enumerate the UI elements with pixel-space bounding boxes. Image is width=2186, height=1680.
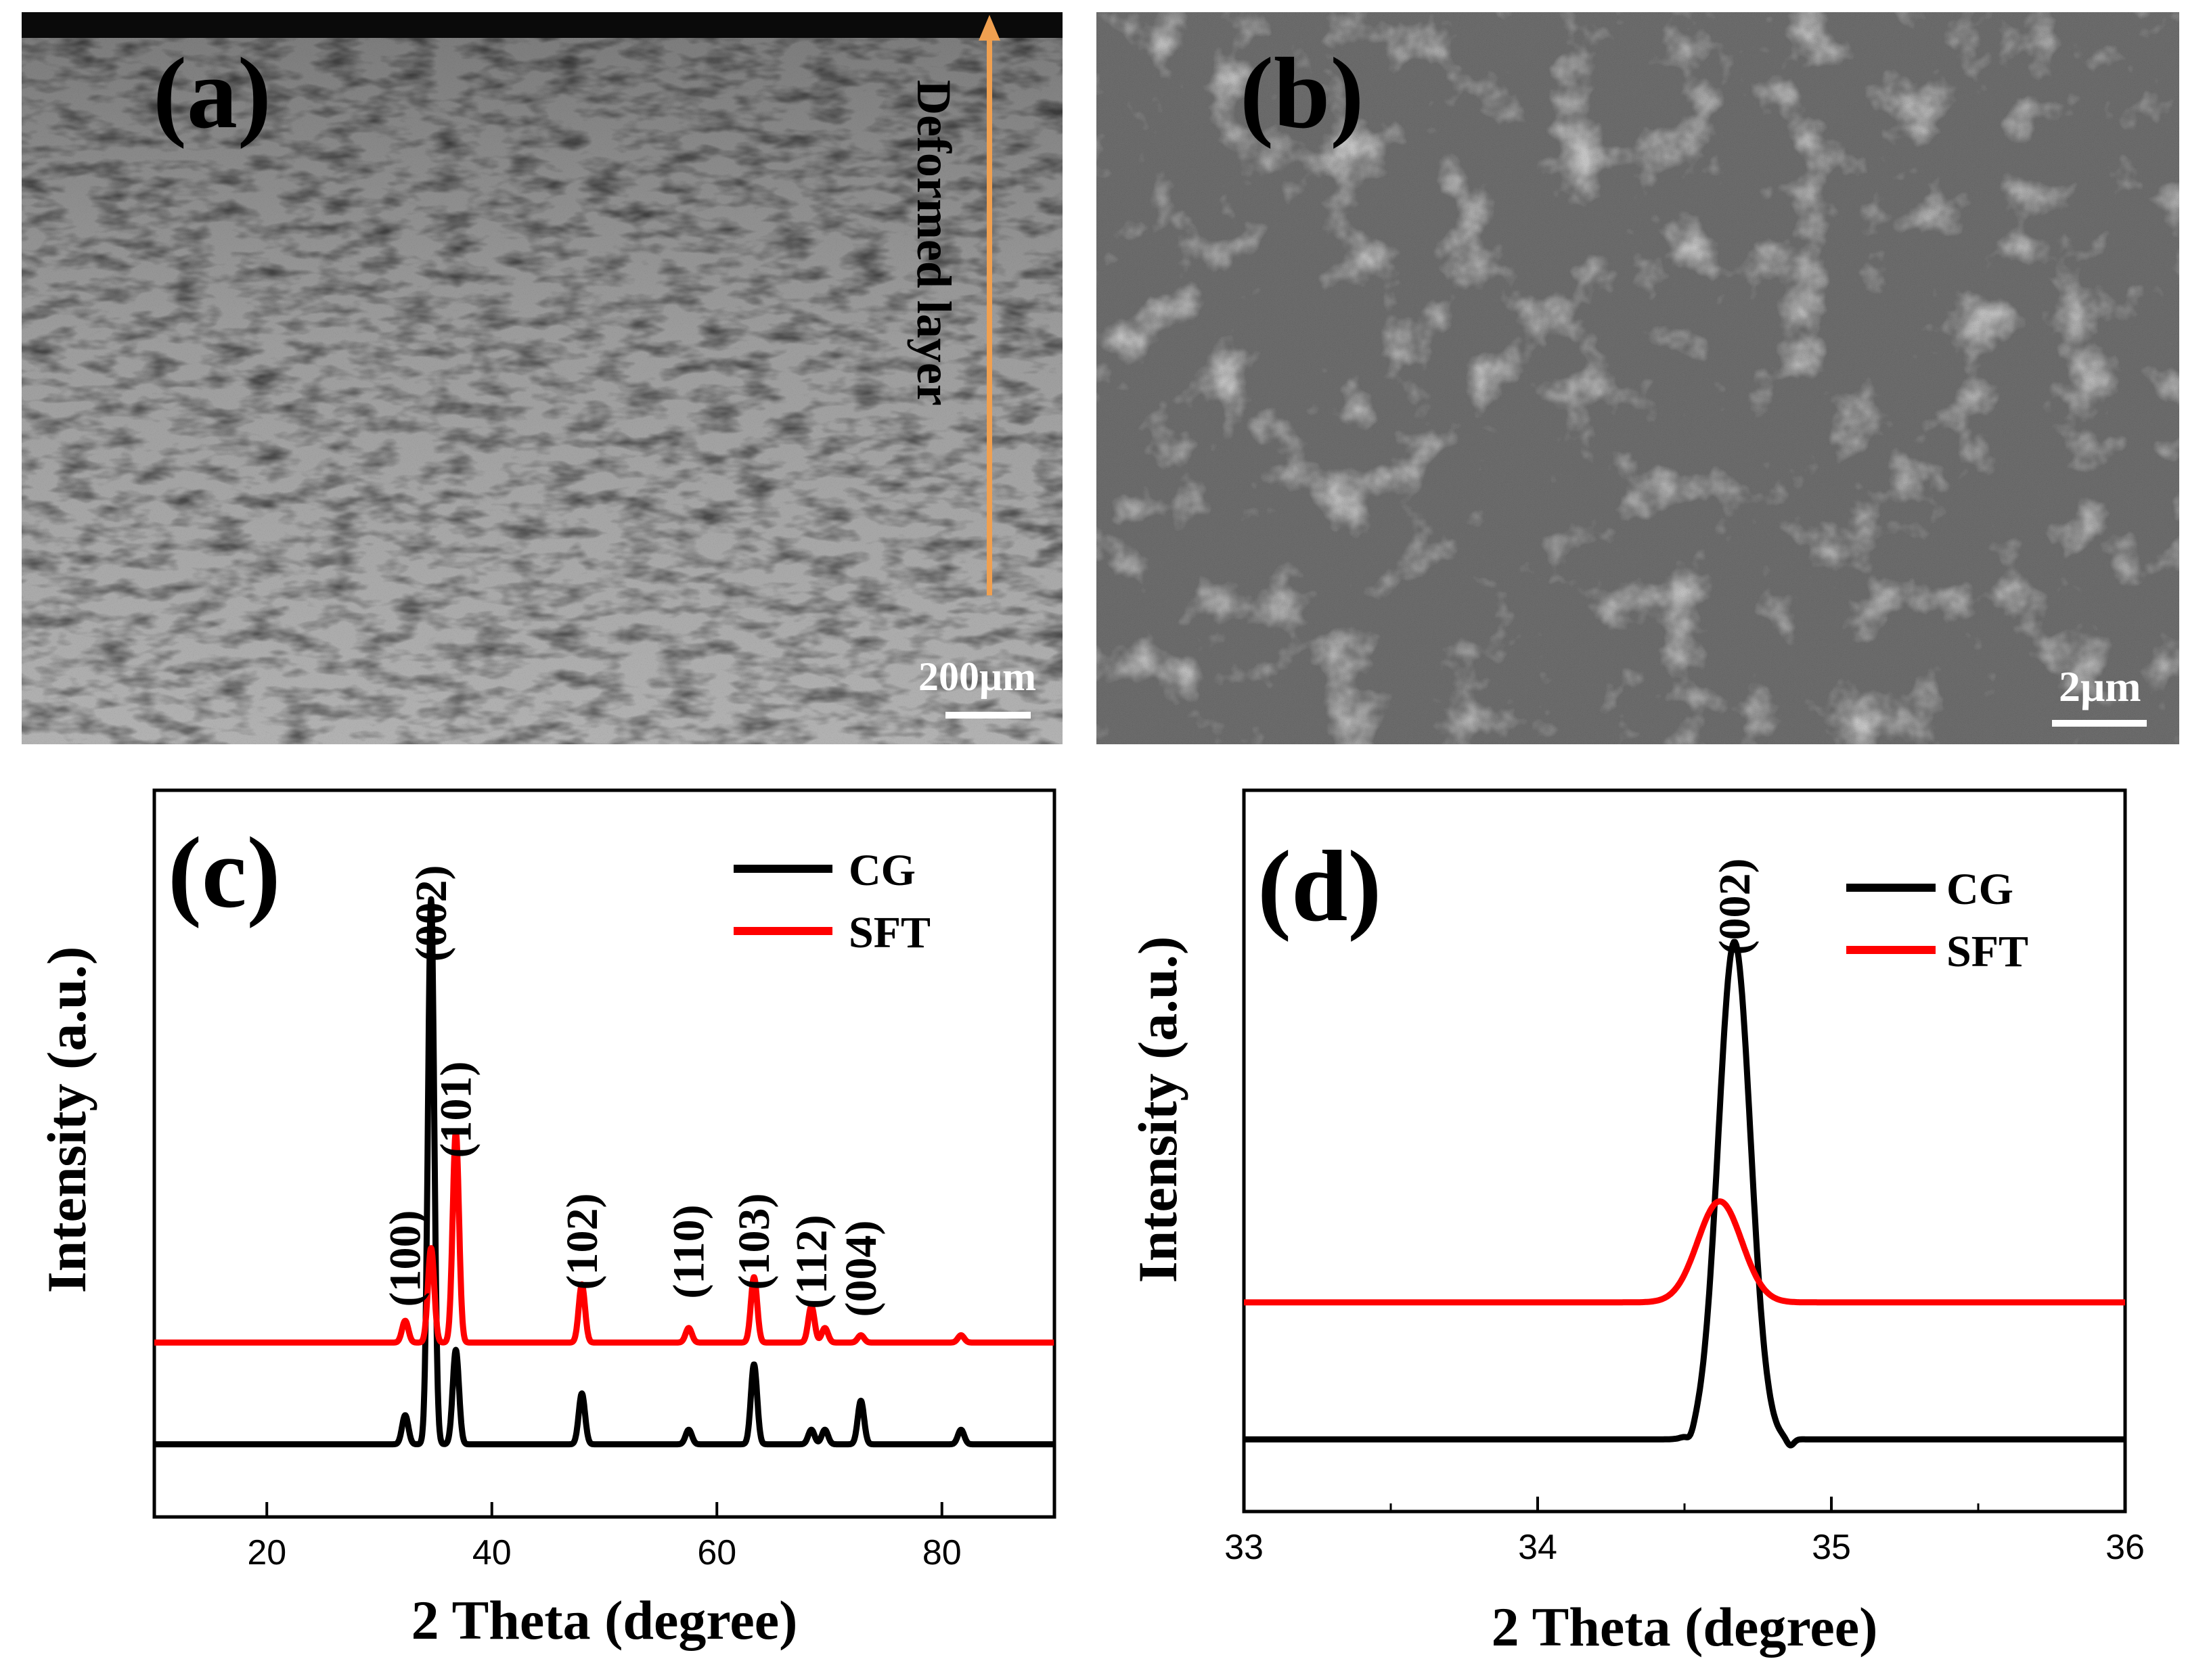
x-tick-label: 36	[2105, 1528, 2145, 1567]
micrograph-a	[22, 12, 1063, 744]
y-axis-label-c: Intensity (a.u.)	[36, 947, 97, 1294]
series-line-sft-d	[1242, 1198, 2127, 1306]
peak-label: (110)	[665, 1204, 714, 1298]
peak-label: (004)	[837, 1221, 886, 1317]
peak-label: (002)	[407, 865, 456, 962]
plot-frame-c	[152, 788, 1056, 1519]
panel-label-b: (b)	[1240, 37, 1364, 150]
x-tick-label: 34	[1518, 1528, 1557, 1567]
legend-c: CG SFT	[734, 846, 931, 957]
series-line-sft-c	[152, 1129, 1057, 1346]
peak-label: (100)	[381, 1210, 430, 1307]
x-tick-label: 33	[1224, 1528, 1264, 1567]
legend-d: CG SFT	[1846, 865, 2028, 976]
scale-bar-b-label: 2μm	[2059, 662, 2141, 710]
legend-label-cg-d: CG	[1946, 865, 2013, 914]
peak-label: (103)	[730, 1194, 779, 1290]
panel-label-c: (c)	[168, 817, 280, 929]
x-tick-label: 40	[472, 1533, 512, 1572]
y-axis-label-d: Intensity (a.u.)	[1127, 936, 1188, 1284]
panel-label-a: (a)	[153, 37, 271, 150]
legend-label-cg-c: CG	[849, 846, 916, 895]
series-line-cg-d	[1242, 938, 2127, 1449]
legend-label-sft-c: SFT	[849, 908, 931, 957]
peak-label: (002)	[1710, 859, 1760, 955]
xrd-chart-c: (c) Intensity (a.u.) 2 Theta (degree) 20…	[36, 788, 1057, 1651]
x-axis-label-d: 2 Theta (degree)	[1492, 1596, 1878, 1658]
peak-label: (102)	[558, 1194, 607, 1290]
micrograph-b	[1096, 12, 2179, 744]
x-tick-label: 20	[247, 1533, 286, 1572]
deformed-layer-annotation: Deformed layer	[907, 80, 961, 406]
legend-label-sft-d: SFT	[1946, 927, 2028, 976]
peak-label: (101)	[432, 1062, 481, 1158]
x-axis-label-c: 2 Theta (degree)	[411, 1589, 798, 1651]
x-tick-label: 60	[697, 1533, 736, 1572]
scale-bar-a	[945, 712, 1031, 719]
x-tick-label: 35	[1812, 1528, 1851, 1567]
scale-bar-a-label: 200μm	[918, 654, 1036, 699]
xrd-chart-d: (d) Intensity (a.u.) 2 Theta (degree) 33…	[1127, 788, 2145, 1658]
peak-label: (112)	[787, 1214, 837, 1309]
series-line-cg-c	[152, 896, 1057, 1448]
x-tick-label: 80	[922, 1533, 962, 1572]
deformed-layer-arrow	[979, 15, 1000, 595]
panel-label-d: (d)	[1257, 830, 1381, 943]
scale-bar-b	[2052, 720, 2147, 727]
